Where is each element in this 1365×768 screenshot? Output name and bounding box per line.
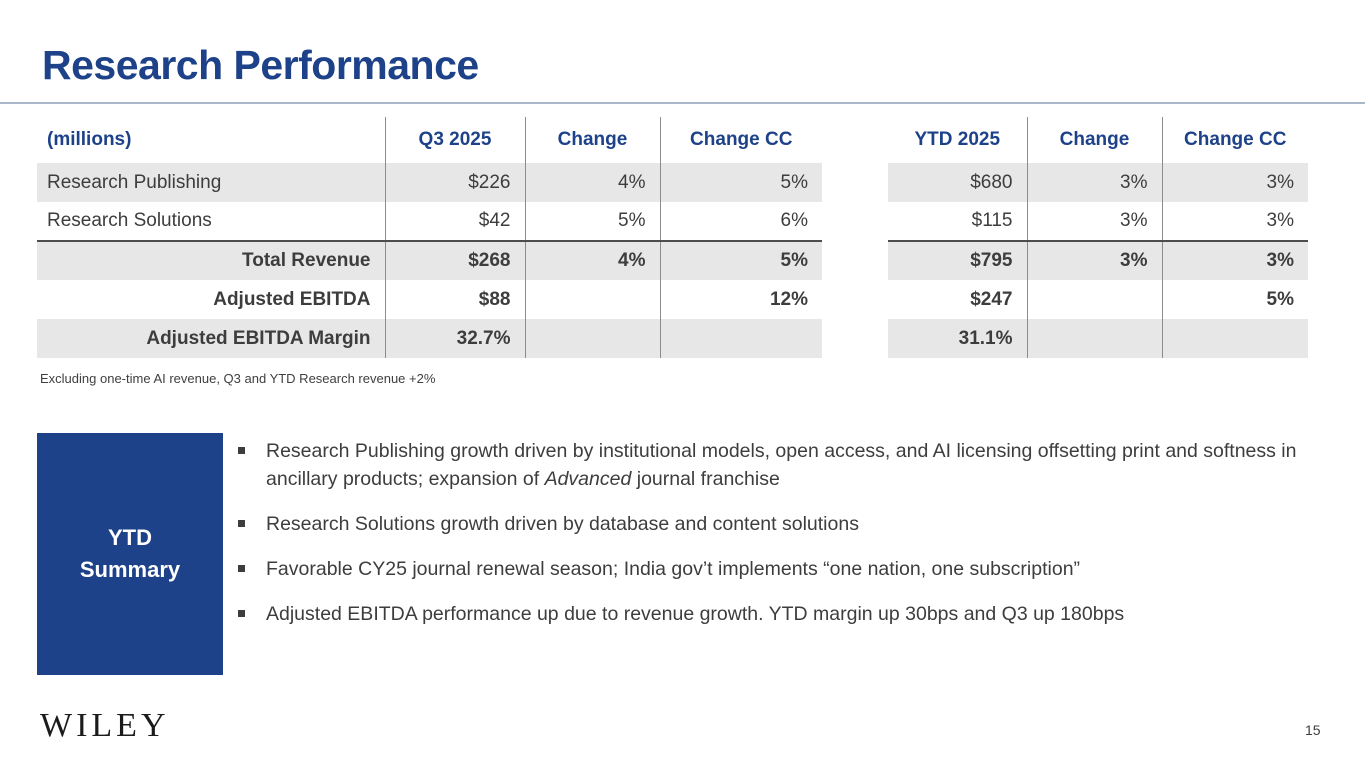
summary-box-line1: YTD (108, 525, 152, 550)
page-title: Research Performance (42, 42, 479, 88)
cell-change (1026, 319, 1162, 358)
cell-change (1026, 280, 1162, 319)
q3-header-change: Change (524, 117, 660, 163)
q3-header-q3-2025: Q3 2025 (384, 117, 525, 163)
cell-q3: $226 (384, 163, 525, 202)
ytd-summary-box: YTD Summary (37, 433, 223, 675)
cell-change-cc: 3% (1161, 202, 1308, 241)
table-row-adjusted-ebitda-margin: 31.1% (888, 319, 1308, 358)
cell-change-cc (1161, 319, 1308, 358)
bullet-text: Research Solutions growth driven by data… (266, 513, 859, 535)
q3-results-table: (millions) Q3 2025 Change Change CC Rese… (37, 117, 822, 358)
cell-change: 3% (1026, 163, 1162, 202)
cell-change-cc: 5% (659, 163, 822, 202)
bullet-text: Research Publishing growth driven by ins… (266, 440, 1297, 490)
cell-change: 3% (1026, 240, 1162, 280)
cell-change (524, 280, 660, 319)
list-item: Adjusted EBITDA performance up due to re… (237, 600, 1342, 628)
ytd-header-ytd-2025: YTD 2025 (914, 129, 1001, 150)
cell-ytd: 31.1% (958, 327, 1013, 349)
cell-change-cc: 6% (659, 202, 822, 241)
cell-ytd: $115 (971, 210, 1013, 231)
cell-q3: $42 (384, 202, 525, 241)
cell-change: 4% (524, 163, 660, 202)
cell-ytd: $247 (970, 288, 1013, 310)
wiley-logo: WILEY (40, 707, 170, 744)
row-label: Research Publishing (47, 171, 222, 193)
ytd-table-header-row: YTD 2025 Change Change CC (888, 117, 1308, 163)
cell-change-cc: 3% (1161, 240, 1308, 280)
q3-header-millions: (millions) (47, 129, 132, 150)
cell-change-cc: 3% (1161, 163, 1308, 202)
table-row: Research Publishing $226 4% 5% (37, 163, 822, 202)
bullet-text: journal franchise (631, 468, 780, 490)
bullet-icon (238, 520, 245, 527)
table-row-adjusted-ebitda: $247 5% (888, 280, 1308, 319)
bullet-icon (238, 565, 245, 572)
ytd-header-change-cc: Change CC (1161, 117, 1308, 163)
cell-change: 4% (524, 240, 660, 280)
q3-header-change-cc: Change CC (659, 117, 822, 163)
table-row: $115 3% 3% (888, 202, 1308, 241)
ytd-results-table: YTD 2025 Change Change CC $680 3% 3% $11… (888, 117, 1308, 358)
table-row: Research Solutions $42 5% 6% (37, 202, 822, 241)
cell-q3: 32.7% (384, 319, 525, 358)
title-divider (0, 102, 1365, 104)
cell-change (524, 319, 660, 358)
cell-change-cc: 5% (1161, 280, 1308, 319)
cell-q3: $88 (384, 280, 525, 319)
footnote: Excluding one-time AI revenue, Q3 and YT… (40, 371, 436, 386)
row-label: Research Solutions (47, 210, 212, 231)
bullet-icon (238, 610, 245, 617)
bullet-text: Adjusted EBITDA performance up due to re… (266, 603, 1125, 625)
page-number: 15 (1305, 722, 1321, 738)
cell-ytd: $680 (970, 171, 1013, 193)
table-row-adjusted-ebitda-margin: Adjusted EBITDA Margin 32.7% (37, 319, 822, 358)
table-row-adjusted-ebitda: Adjusted EBITDA $88 12% (37, 280, 822, 319)
bullet-icon (238, 447, 245, 454)
summary-box-line2: Summary (79, 557, 181, 582)
row-label: Adjusted EBITDA Margin (146, 327, 371, 349)
ytd-header-change: Change (1026, 117, 1162, 163)
cell-change: 5% (524, 202, 660, 241)
cell-change-cc (659, 319, 822, 358)
table-row-total-revenue: Total Revenue $268 4% 5% (37, 240, 822, 280)
cell-change-cc: 12% (659, 280, 822, 319)
list-item: Research Publishing growth driven by ins… (237, 437, 1342, 493)
cell-q3: $268 (384, 240, 525, 280)
q3-table-header-row: (millions) Q3 2025 Change Change CC (37, 117, 822, 163)
cell-ytd: $795 (888, 240, 1027, 280)
bullet-text-italic: Advanced (544, 468, 632, 490)
bullet-text: Favorable CY25 journal renewal season; I… (266, 558, 1081, 580)
table-row: $680 3% 3% (888, 163, 1308, 202)
table-row-total-revenue: $795 3% 3% (888, 240, 1308, 280)
cell-change: 3% (1026, 202, 1162, 241)
list-item: Favorable CY25 journal renewal season; I… (237, 555, 1342, 583)
row-label: Total Revenue (37, 240, 385, 280)
row-label: Adjusted EBITDA (213, 288, 371, 310)
list-item: Research Solutions growth driven by data… (237, 510, 1342, 538)
summary-bullet-list: Research Publishing growth driven by ins… (237, 437, 1342, 645)
cell-change-cc: 5% (659, 240, 822, 280)
